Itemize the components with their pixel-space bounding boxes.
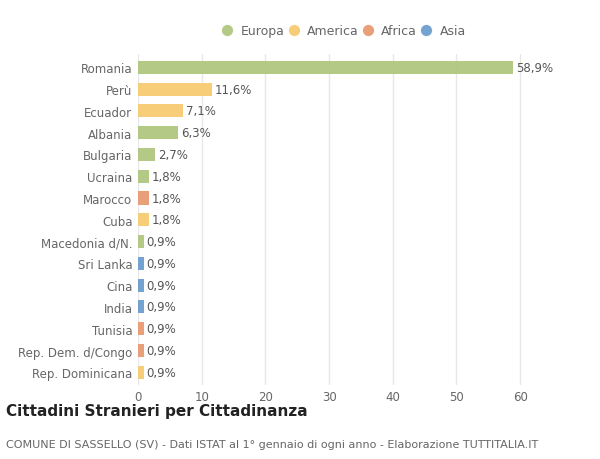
Bar [138,257,144,270]
Bar [138,366,144,379]
Text: Cittadini Stranieri per Cittadinanza: Cittadini Stranieri per Cittadinanza [6,403,308,419]
Text: 0,9%: 0,9% [146,235,176,248]
Text: 11,6%: 11,6% [214,84,252,96]
Bar [138,62,513,75]
Bar [138,214,149,227]
Text: 2,7%: 2,7% [158,149,188,162]
Bar [138,127,178,140]
Text: 1,8%: 1,8% [152,214,182,227]
Text: COMUNE DI SASSELLO (SV) - Dati ISTAT al 1° gennaio di ogni anno - Elaborazione T: COMUNE DI SASSELLO (SV) - Dati ISTAT al … [6,440,538,449]
Text: 1,8%: 1,8% [152,170,182,183]
Bar [138,344,144,357]
Text: 58,9%: 58,9% [515,62,553,75]
Text: 0,9%: 0,9% [146,366,176,379]
Bar [138,170,149,183]
Bar [138,235,144,249]
Bar [138,192,149,205]
Bar [138,323,144,336]
Bar [138,279,144,292]
Text: 7,1%: 7,1% [186,105,215,118]
Bar [138,84,212,96]
Text: 0,9%: 0,9% [146,344,176,357]
Text: 1,8%: 1,8% [152,192,182,205]
Text: 0,9%: 0,9% [146,323,176,336]
Bar [138,149,155,162]
Bar [138,301,144,314]
Text: 0,9%: 0,9% [146,301,176,314]
Legend: Europa, America, Africa, Asia: Europa, America, Africa, Asia [221,22,470,42]
Text: 0,9%: 0,9% [146,257,176,270]
Text: 6,3%: 6,3% [181,127,211,140]
Bar [138,105,183,118]
Text: 0,9%: 0,9% [146,279,176,292]
